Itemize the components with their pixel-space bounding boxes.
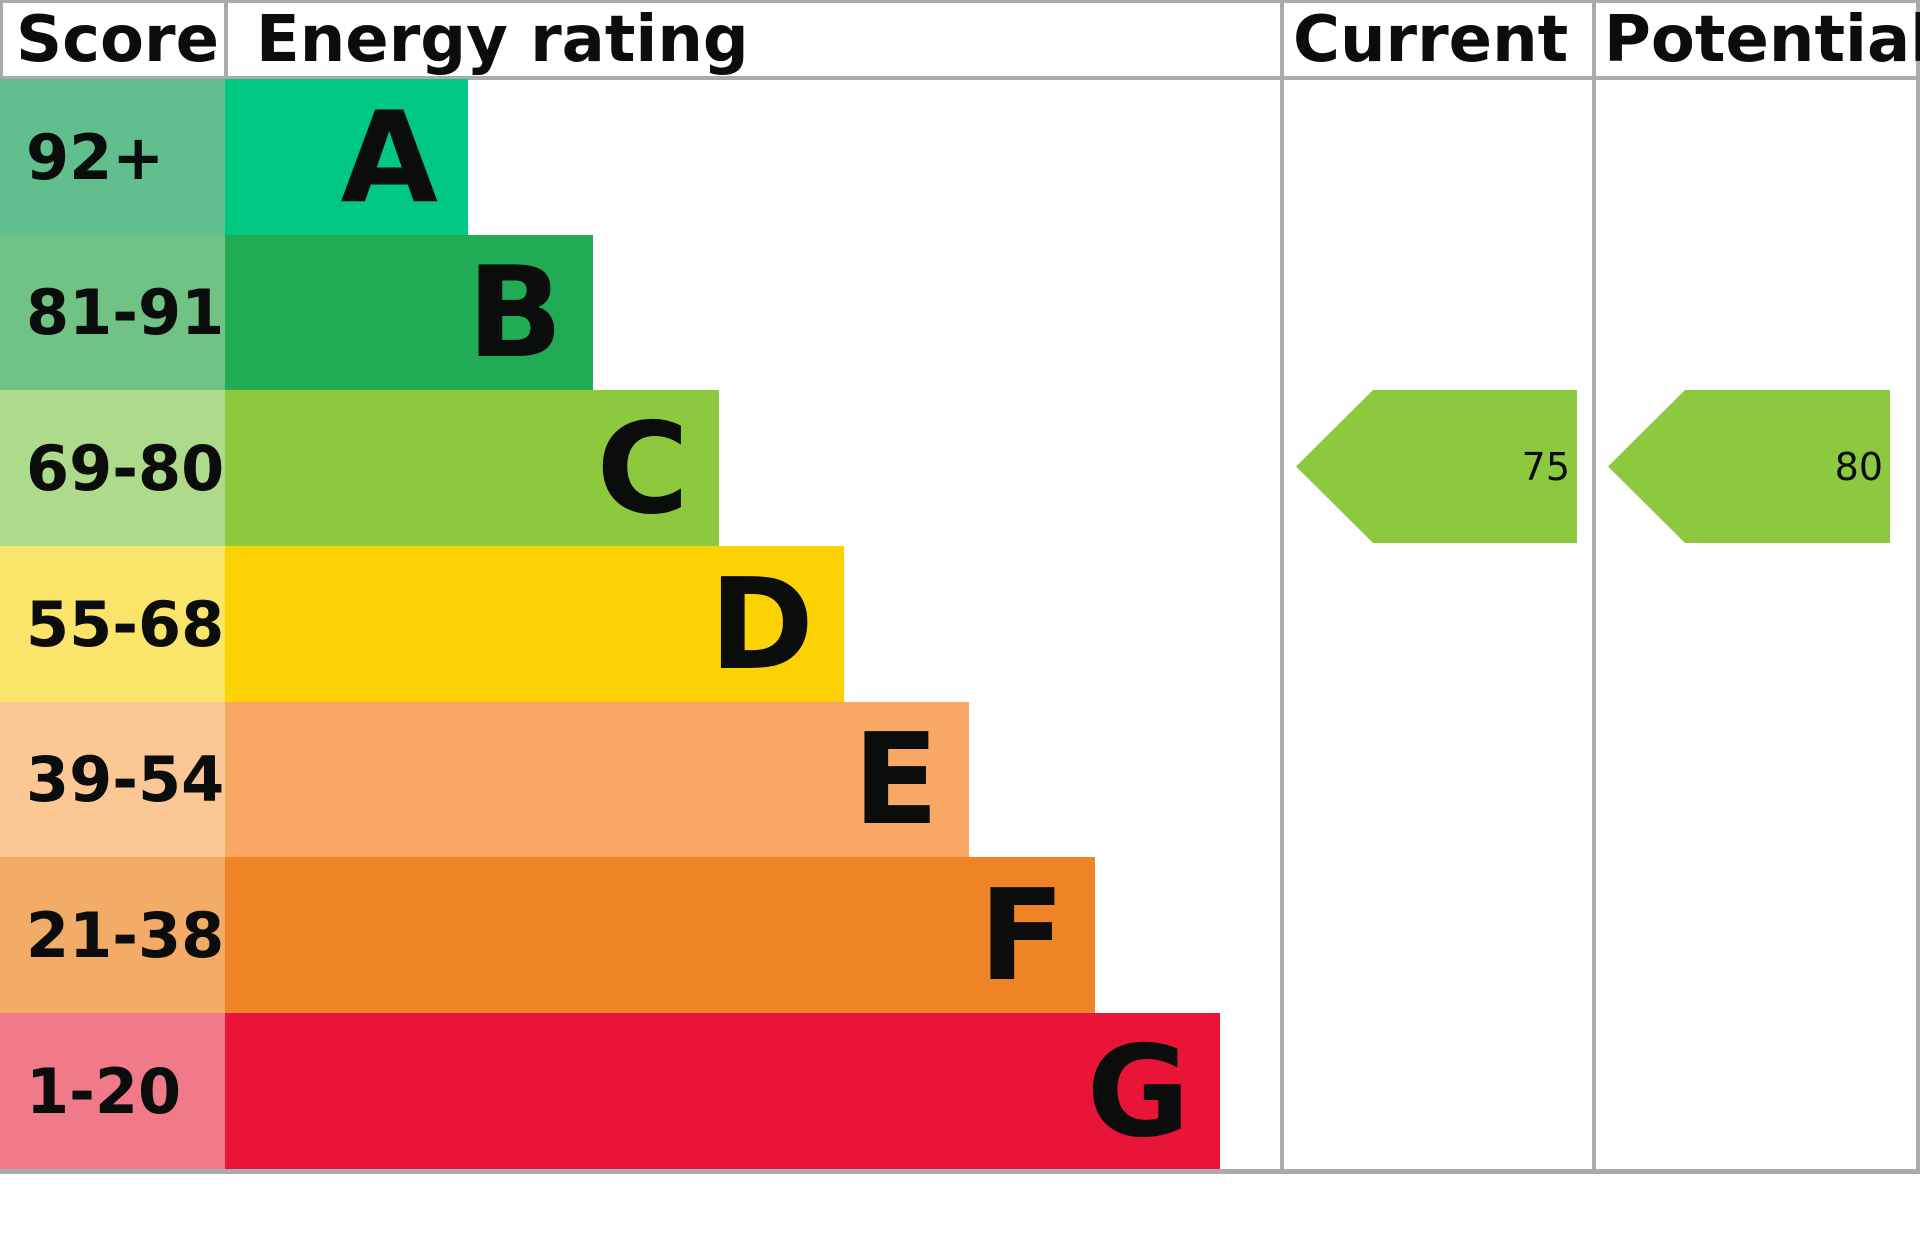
- table-bottom-border: [0, 1169, 1920, 1174]
- score-range-label: 55-68: [26, 587, 225, 661]
- score-column-header: Score: [16, 2, 219, 77]
- band-row-c: 69-80 C: [0, 390, 1280, 546]
- band-row-b: 81-91 B: [0, 235, 1280, 390]
- band-bar: F: [225, 857, 1095, 1013]
- score-cell: 1-20: [0, 1013, 225, 1169]
- score-range-label: 92+: [26, 120, 165, 194]
- potential-column-divider: [1592, 0, 1596, 1174]
- current-column-header: Current: [1293, 2, 1569, 77]
- score-cell: 21-38: [0, 857, 225, 1013]
- band-row-e: 39-54 E: [0, 702, 1280, 857]
- band-row-f: 21-38 F: [0, 857, 1280, 1013]
- band-row-a: 92+ A: [0, 79, 1280, 235]
- band-letter: C: [596, 394, 689, 542]
- current-value: 75: [1521, 444, 1570, 489]
- score-range-label: 21-38: [26, 898, 225, 972]
- table-right-border: [1916, 0, 1920, 1174]
- potential-value: 80: [1834, 444, 1883, 489]
- band-letter: E: [852, 706, 939, 853]
- current-column-divider: [1280, 0, 1284, 1174]
- score-cell: 69-80: [0, 390, 225, 546]
- score-range-label: 1-20: [26, 1054, 182, 1128]
- table-top-border: [0, 0, 1920, 3]
- band-letter: G: [1086, 1017, 1190, 1165]
- band-bar: E: [225, 702, 969, 857]
- potential-arrow: 80: [1608, 390, 1890, 543]
- band-letter: D: [709, 550, 814, 698]
- band-bar: D: [225, 546, 844, 702]
- score-cell: 81-91: [0, 235, 225, 390]
- score-cell: 39-54: [0, 702, 225, 857]
- header-left-border: [0, 0, 3, 80]
- band-bar: C: [225, 390, 719, 546]
- band-letter: A: [340, 83, 438, 231]
- score-cell: 92+: [0, 79, 225, 235]
- header-bottom-border: [0, 76, 1920, 80]
- score-range-label: 69-80: [26, 431, 225, 505]
- score-range-label: 81-91: [26, 276, 225, 349]
- current-arrow: 75: [1296, 390, 1577, 543]
- band-bar: A: [225, 79, 468, 235]
- score-cell: 55-68: [0, 546, 225, 702]
- band-bar: B: [225, 235, 593, 390]
- potential-column-header: Potential: [1604, 2, 1920, 77]
- score-column-divider: [224, 0, 228, 80]
- band-row-d: 55-68 D: [0, 546, 1280, 702]
- band-letter: F: [978, 861, 1065, 1009]
- band-row-g: 1-20 G: [0, 1013, 1280, 1169]
- score-range-label: 39-54: [26, 743, 225, 816]
- band-letter: B: [466, 239, 563, 386]
- energy-rating-column-header: Energy rating: [256, 2, 749, 77]
- band-bar: G: [225, 1013, 1220, 1169]
